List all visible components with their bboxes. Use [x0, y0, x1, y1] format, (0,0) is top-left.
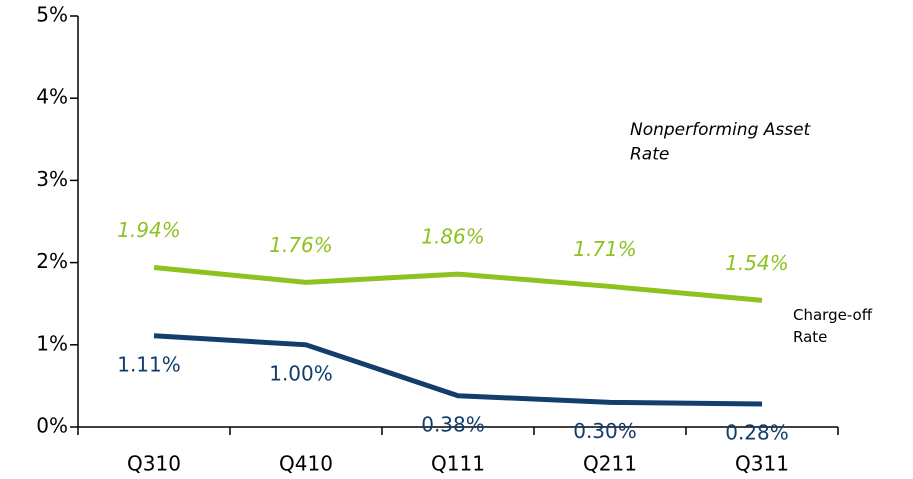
- data-label: 1.76%: [269, 233, 333, 257]
- y-tick-label: 3%: [36, 167, 68, 191]
- x-tick-label: Q111: [431, 452, 485, 476]
- data-label: 0.28%: [725, 420, 789, 444]
- y-tick-label: 0%: [36, 414, 68, 438]
- line-series: [153, 265, 763, 303]
- data-label: 1.94%: [117, 218, 181, 242]
- x-tick-label: Q311: [735, 452, 789, 476]
- line-series: [153, 333, 763, 407]
- data-label: 1.86%: [421, 225, 485, 249]
- x-tick-label: Q410: [279, 452, 333, 476]
- y-tick-label: 5%: [36, 3, 68, 27]
- series-label: Charge-off Rate: [793, 306, 877, 346]
- y-tick-label: 4%: [36, 85, 68, 109]
- x-tick-label: Q310: [127, 452, 181, 476]
- x-tick-label: Q211: [583, 452, 637, 476]
- data-label: 1.00%: [269, 361, 333, 385]
- data-label: 1.71%: [573, 237, 637, 261]
- data-label: 1.54%: [725, 251, 789, 275]
- data-label: 0.38%: [421, 412, 485, 436]
- y-tick-label: 2%: [36, 249, 68, 273]
- data-label: 0.30%: [573, 419, 637, 443]
- series-label: Nonperforming Asset Rate: [630, 120, 816, 165]
- y-tick-label: 1%: [36, 331, 68, 355]
- data-label: 1.11%: [117, 352, 181, 376]
